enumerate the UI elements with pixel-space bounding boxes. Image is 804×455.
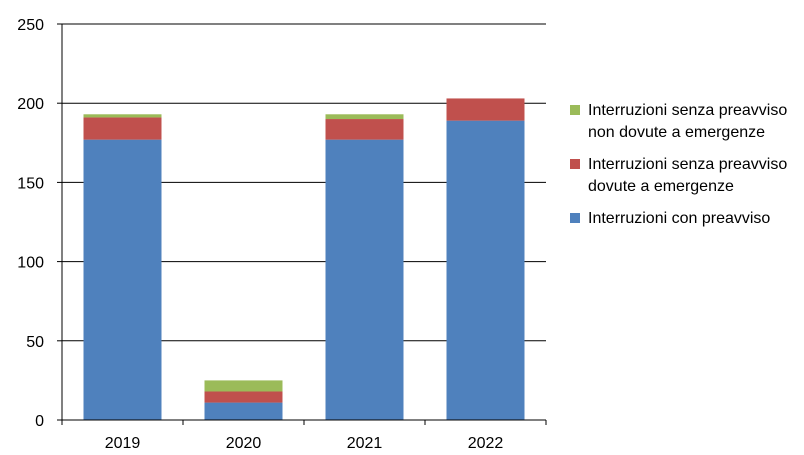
y-tick-label-50: 50 [26,334,44,351]
legend-label-with-notice: Interruzioni con preavviso [588,210,771,227]
bar-2020-series-2 [204,380,283,392]
bar-2021-series-2 [325,114,404,120]
legend-item-emergency: Interruzioni senza preavviso dovute a em… [570,154,802,198]
legend-swatch-with-notice [570,213,580,223]
bar-2019-series-2 [83,114,162,118]
legend-swatch-emergency [570,159,580,169]
axes [57,23,547,425]
bars [83,98,525,421]
bar-2019-series-0 [83,139,162,420]
x-tick-label-2019: 2019 [105,435,141,452]
legend-label-emergency: Interruzioni senza preavviso dovute a em… [588,156,788,195]
y-tick-label-100: 100 [17,255,44,272]
y-tick-labels: 0 50 100 150 200 250 [17,17,44,430]
legend-item-with-notice: Interruzioni con preavviso [570,208,802,230]
bar-2022-series-1 [446,98,525,121]
y-tick-label-200: 200 [17,96,44,113]
x-tick-label-2021: 2021 [347,435,383,452]
legend-item-no-emergency: Interruzioni senza preavviso non dovute … [570,100,802,144]
legend-label-no-emergency: Interruzioni senza preavviso non dovute … [588,102,788,141]
bar-2021-series-0 [325,139,404,420]
bar-2019-series-1 [83,117,162,140]
bar-2020-series-0 [204,402,283,420]
x-tick-labels: 2019 2020 2021 2022 [105,435,504,452]
legend-swatch-no-emergency [570,105,580,115]
bar-2021-series-1 [325,119,404,140]
bar-2020-series-1 [204,391,283,403]
legend: Interruzioni senza preavviso non dovute … [570,100,802,240]
bar-2022-series-0 [446,120,525,421]
y-tick-label-0: 0 [35,413,44,430]
x-tick-label-2022: 2022 [468,435,504,452]
y-tick-label-250: 250 [17,17,44,34]
x-tick-label-2020: 2020 [226,435,262,452]
y-tick-label-150: 150 [17,175,44,192]
